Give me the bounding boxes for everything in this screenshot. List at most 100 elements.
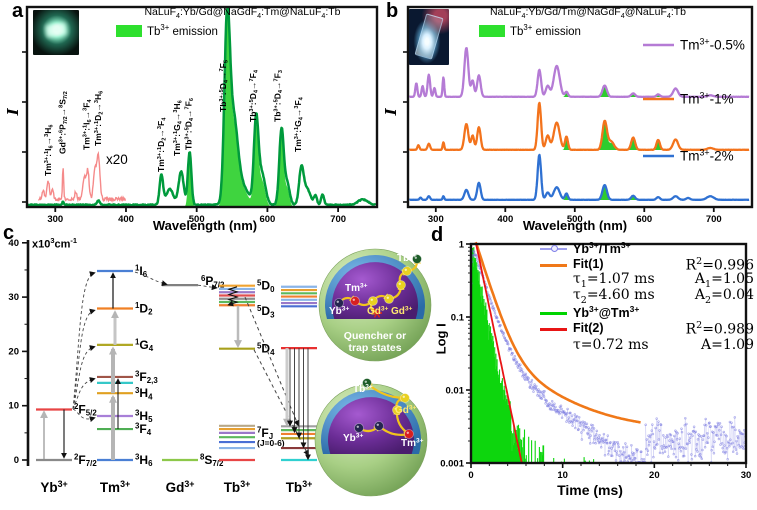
panel-b-title: NaLuF4:Yb/Gd/Tm@NaGdF4@NaLuF4:Tb xyxy=(489,6,687,21)
blue-decay-point xyxy=(565,420,568,423)
blue-decay-point xyxy=(529,383,533,387)
blue-decay-point xyxy=(617,445,621,449)
tb-emission-fill xyxy=(560,122,668,150)
blue-decay-point xyxy=(632,458,635,462)
x-tick-label: 700 xyxy=(330,214,346,225)
blue-decay-point xyxy=(703,446,707,449)
panel-a-tag: a xyxy=(12,0,24,22)
legend-marker xyxy=(551,245,558,252)
blue-decay-point xyxy=(734,428,737,432)
blue-decay-point xyxy=(615,450,618,453)
blue-decay-point xyxy=(656,423,660,426)
blue-decay-point xyxy=(726,457,729,461)
ion-dot-highlight xyxy=(394,407,397,410)
blue-decay-point xyxy=(579,420,583,424)
blue-decay-point xyxy=(721,446,724,450)
blue-decay-point xyxy=(735,452,739,455)
nanoparticle-core xyxy=(328,397,415,454)
blue-decay-point xyxy=(725,447,729,450)
series-legend-label: Tm3+-1% xyxy=(680,91,734,107)
blue-decay-point xyxy=(544,402,547,405)
blue-decay-point xyxy=(663,450,667,454)
blue-decay-point xyxy=(613,442,616,446)
blue-decay-point xyxy=(690,458,694,461)
blue-decay-point xyxy=(705,441,709,444)
blue-decay-point xyxy=(712,451,716,455)
blue-decay-point xyxy=(560,416,564,420)
blue-decay-point xyxy=(542,395,546,398)
sphere-caption: trap states xyxy=(348,342,401,354)
blue-decay-point xyxy=(678,437,682,440)
blue-decay-point xyxy=(538,390,541,393)
blue-decay-point xyxy=(573,413,577,416)
blue-decay-point xyxy=(540,397,544,400)
blue-decay-point xyxy=(493,311,497,315)
blue-decay-point xyxy=(734,448,738,451)
blue-decay-point xyxy=(640,458,644,461)
energy-level-label: 6P7/2 xyxy=(201,274,225,289)
blue-decay-point xyxy=(553,402,556,406)
peak-assignment-label: Tm3+:1G4→3H6 xyxy=(172,100,184,156)
blue-decay-point xyxy=(647,444,651,447)
blue-decay-point xyxy=(713,440,716,443)
blue-decay-point xyxy=(560,407,563,411)
blue-decay-point xyxy=(728,444,731,448)
blue-decay-point xyxy=(702,434,706,437)
blue-decay-point xyxy=(706,431,709,435)
blue-decay-point xyxy=(687,432,690,435)
blue-decay-point xyxy=(506,342,510,346)
blue-decay-point xyxy=(657,420,660,423)
legend-label: Fit(1) xyxy=(573,257,604,272)
peak-assignment-label: Tm3+:1G4→3F4 xyxy=(293,96,305,152)
blue-decay-point xyxy=(732,425,735,429)
blue-decay-point xyxy=(696,438,700,441)
blue-decay-point xyxy=(630,443,633,447)
blue-decay-point xyxy=(696,450,699,453)
x-tick-label: 300 xyxy=(428,214,444,225)
upconversion-spectrum-curve xyxy=(26,7,377,207)
blue-decay-point xyxy=(608,446,611,450)
blue-decay-point xyxy=(683,423,687,427)
blue-decay-point xyxy=(718,421,722,425)
blue-decay-point xyxy=(739,432,743,435)
blue-decay-point xyxy=(731,450,735,454)
blue-decay-point xyxy=(537,394,541,398)
ion-dot xyxy=(384,294,394,304)
blue-decay-point xyxy=(741,432,745,436)
quenching-burst xyxy=(373,308,381,318)
blue-decay-point xyxy=(715,425,718,428)
blue-decay-point xyxy=(497,320,501,324)
axis-tick-label: 0 xyxy=(14,455,19,466)
blue-decay-point xyxy=(472,250,476,254)
energy-level-label: 2F7/2 xyxy=(74,453,97,468)
blue-decay-point xyxy=(625,455,628,459)
legend-label: Yb3+@Tm3+ xyxy=(573,304,640,321)
blue-decay-point xyxy=(679,449,683,453)
blue-decay-point xyxy=(522,377,526,380)
ion-dot xyxy=(368,296,378,306)
ion-dot xyxy=(362,378,372,388)
blue-decay-point xyxy=(580,431,583,434)
emission-spectrum-curve xyxy=(408,47,750,99)
blue-decay-point xyxy=(609,441,612,444)
blue-decay-point xyxy=(733,416,737,419)
energy-transfer-arrow xyxy=(72,377,96,410)
glowing-cuvette xyxy=(45,23,67,38)
energy-level-sublabel: (J=0-6) xyxy=(257,438,285,448)
blue-decay-point xyxy=(543,390,546,393)
blue-decay-point xyxy=(634,456,637,460)
magnification-note: x20 xyxy=(106,152,128,167)
axis-box xyxy=(406,5,754,209)
blue-decay-point xyxy=(612,443,615,446)
blue-decay-point xyxy=(652,455,655,459)
blue-decay-point xyxy=(654,426,657,430)
legend-row: τ=0.72 ms A=1.09 xyxy=(540,337,754,353)
blue-decay-point xyxy=(571,421,575,424)
peak-assignment-label: Tm3+:1I6→3F4 xyxy=(82,99,94,150)
blue-decay-point xyxy=(580,438,584,441)
blue-decay-point xyxy=(571,424,574,427)
legend-row: Yb3+/Tm3+ xyxy=(540,241,754,257)
legend-value: A=1.09 xyxy=(700,336,754,353)
panel-b-yaxis-label: I xyxy=(382,108,401,116)
